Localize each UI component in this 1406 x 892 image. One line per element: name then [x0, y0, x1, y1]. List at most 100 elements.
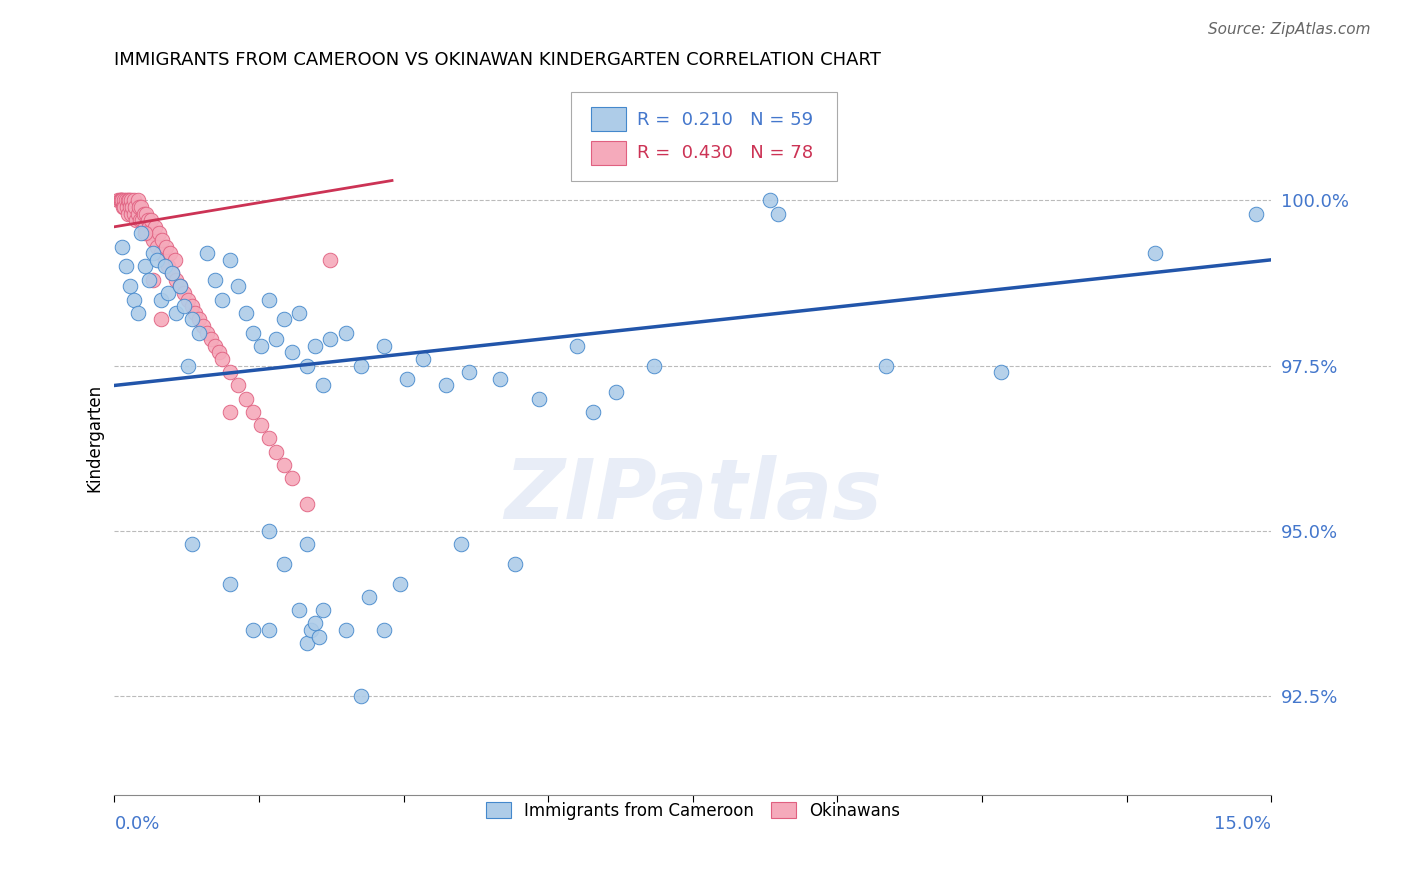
Point: [759, 194, 782, 208]
FancyBboxPatch shape: [571, 92, 838, 181]
Point: [120, 206, 142, 220]
Point: [107, 194, 129, 208]
Point: [134, 227, 156, 241]
Point: [335, 623, 357, 637]
Point: [235, 306, 257, 320]
Point: [173, 299, 195, 313]
Point: [132, 206, 155, 220]
Point: [204, 273, 226, 287]
Point: [350, 359, 373, 373]
Point: [138, 213, 160, 227]
Text: Source: ZipAtlas.com: Source: ZipAtlas.com: [1208, 22, 1371, 37]
Point: [114, 200, 136, 214]
Point: [295, 359, 318, 373]
Point: [134, 260, 156, 274]
Point: [110, 194, 132, 208]
Point: [308, 630, 330, 644]
Point: [141, 213, 163, 227]
Point: [565, 339, 588, 353]
Point: [115, 260, 138, 274]
Point: [295, 498, 318, 512]
Point: [117, 194, 139, 208]
Point: [118, 200, 141, 214]
Point: [350, 689, 373, 703]
Point: [257, 431, 280, 445]
Point: [111, 194, 134, 208]
Point: [450, 537, 472, 551]
Point: [150, 233, 173, 247]
Point: [121, 200, 143, 214]
Point: [990, 365, 1012, 379]
Point: [115, 200, 138, 214]
Point: [122, 293, 145, 307]
Point: [1244, 206, 1267, 220]
Y-axis label: Kindergarten: Kindergarten: [86, 384, 103, 492]
Point: [188, 312, 211, 326]
Point: [319, 332, 342, 346]
Point: [505, 557, 527, 571]
Text: ZIPatlas: ZIPatlas: [503, 455, 882, 536]
Point: [153, 252, 176, 267]
Point: [108, 194, 131, 208]
Point: [273, 312, 295, 326]
Point: [142, 246, 165, 260]
Point: [165, 306, 187, 320]
Point: [128, 200, 150, 214]
Point: [146, 239, 169, 253]
Point: [149, 293, 172, 307]
Point: [188, 326, 211, 340]
FancyBboxPatch shape: [591, 141, 626, 165]
Point: [266, 332, 288, 346]
Text: R =  0.430   N = 78: R = 0.430 N = 78: [637, 145, 813, 162]
Point: [434, 378, 457, 392]
Point: [257, 524, 280, 538]
Text: 0.0%: 0.0%: [114, 815, 160, 833]
Point: [120, 194, 142, 208]
Point: [250, 418, 273, 433]
Point: [388, 576, 411, 591]
Point: [162, 266, 184, 280]
Point: [163, 252, 186, 267]
Point: [273, 458, 295, 472]
Point: [117, 206, 139, 220]
Point: [142, 273, 165, 287]
Point: [219, 365, 242, 379]
Point: [373, 623, 395, 637]
Point: [139, 227, 162, 241]
Point: [131, 227, 153, 241]
Point: [242, 623, 264, 637]
Point: [176, 293, 198, 307]
Point: [115, 194, 138, 208]
Point: [143, 219, 166, 234]
Legend: Immigrants from Cameroon, Okinawans: Immigrants from Cameroon, Okinawans: [479, 795, 907, 826]
Point: [128, 213, 150, 227]
Point: [207, 345, 229, 359]
Point: [295, 636, 318, 650]
Point: [142, 233, 165, 247]
Point: [110, 194, 132, 208]
Point: [131, 200, 153, 214]
Point: [180, 537, 202, 551]
Point: [266, 444, 288, 458]
Point: [226, 378, 249, 392]
Point: [122, 194, 145, 208]
Point: [148, 227, 170, 241]
Point: [204, 339, 226, 353]
Point: [875, 359, 897, 373]
Text: R =  0.210   N = 59: R = 0.210 N = 59: [637, 111, 813, 129]
Point: [373, 339, 395, 353]
Point: [138, 219, 160, 234]
Point: [180, 312, 202, 326]
Point: [311, 378, 333, 392]
Point: [458, 365, 481, 379]
Point: [211, 293, 233, 307]
Point: [180, 299, 202, 313]
Point: [288, 603, 311, 617]
Point: [173, 285, 195, 300]
Point: [118, 194, 141, 208]
Point: [159, 246, 181, 260]
Point: [605, 385, 627, 400]
Point: [135, 227, 157, 241]
Point: [242, 326, 264, 340]
Point: [162, 266, 184, 280]
